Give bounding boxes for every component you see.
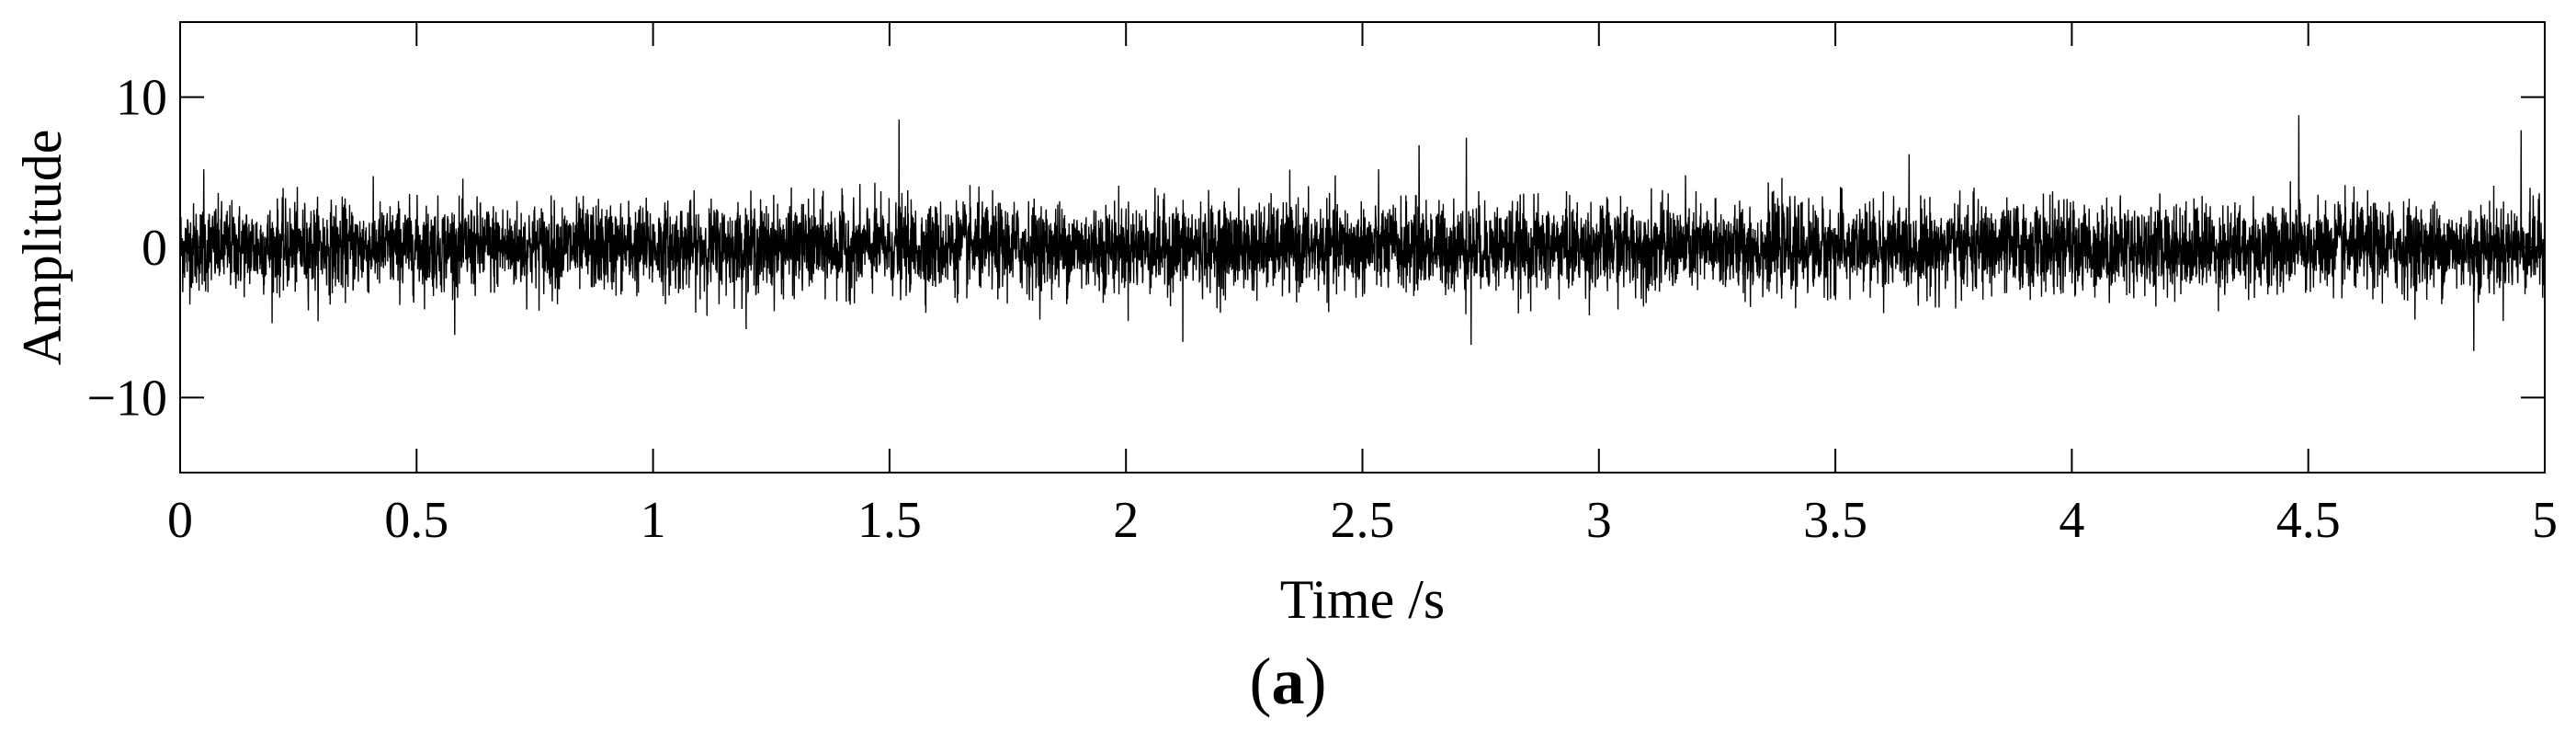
panel-label-open: (	[1249, 645, 1272, 718]
y-axis-label: Amplitude	[12, 130, 73, 366]
x-tick-label: 4	[2059, 492, 2084, 549]
panel-label: (a)	[0, 644, 2576, 720]
x-tick-label: 1	[641, 492, 666, 549]
y-tick-label: −10	[86, 370, 167, 427]
x-tick-label: 1.5	[857, 492, 922, 549]
x-tick-label: 3	[1586, 492, 1612, 549]
x-tick-label: 4.5	[2276, 492, 2341, 549]
y-tick-label: 0	[142, 220, 167, 277]
x-tick-label: 0.5	[384, 492, 448, 549]
x-tick-label: 5	[2532, 492, 2558, 549]
x-tick-label: 3.5	[1803, 492, 1867, 549]
y-axis: −10 0 10	[86, 70, 2545, 427]
panel-label-close: )	[1304, 645, 1327, 718]
x-tick-label: 2	[1113, 492, 1139, 549]
x-tick-label: 2.5	[1331, 492, 1395, 549]
y-tick-label: 10	[116, 70, 167, 127]
signal-line	[179, 115, 2546, 351]
x-axis: 0 0.5 1 1.5 2 2.5 3 3.5 4 4.5 5	[167, 22, 2558, 549]
signal-trace	[179, 115, 2546, 351]
panel-label-letter: a	[1271, 645, 1305, 718]
x-axis-label: Time /s	[1280, 569, 1446, 630]
x-tick-label: 0	[167, 492, 193, 549]
